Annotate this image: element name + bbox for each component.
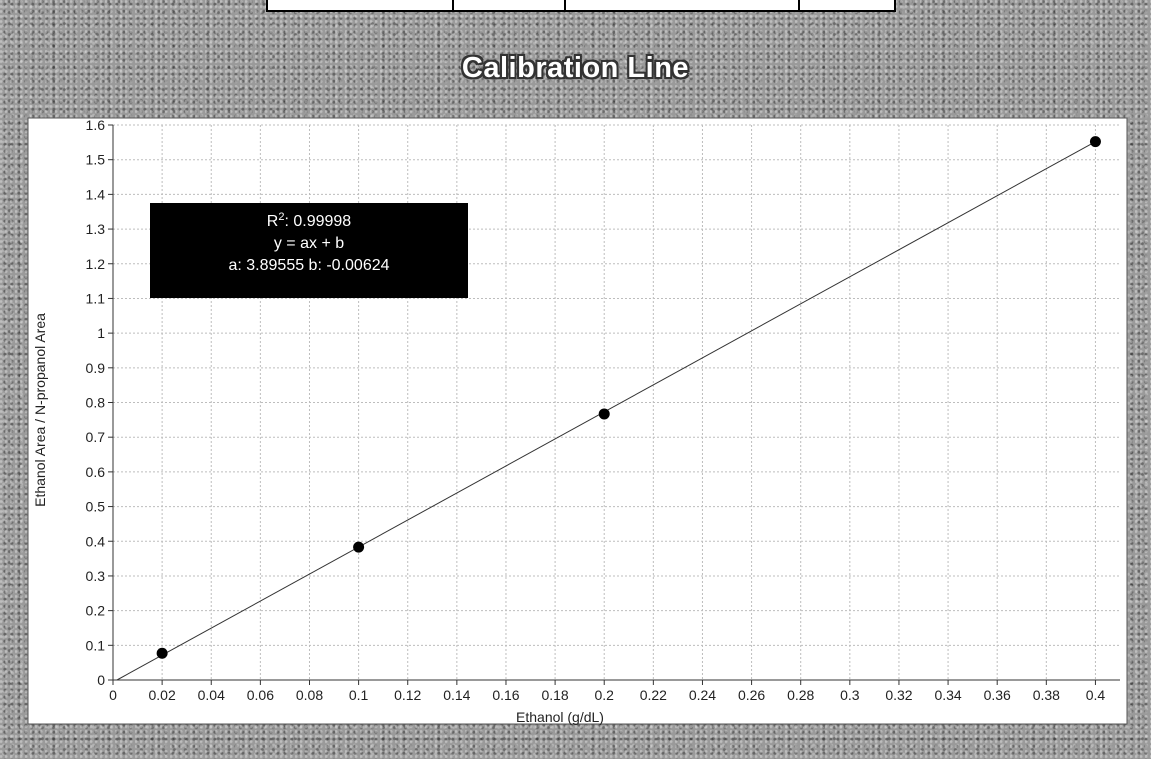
y-tick-label: 0 [97,672,105,688]
x-tick-label: 0.08 [296,687,323,703]
x-tick-label: 0.22 [640,687,667,703]
y-tick-label: 1 [97,325,105,341]
x-tick-label: 0.2 [594,687,614,703]
x-axis-label: Ethanol (g/dL) [516,709,604,725]
y-tick-label: 1.4 [86,186,106,202]
data-points [156,136,1101,659]
table-cell-divider [564,0,566,10]
y-tick-label: 0.1 [86,637,106,653]
data-point [598,408,610,420]
x-tick-label: 0.28 [787,687,814,703]
y-tick-label: 0.3 [86,568,106,584]
table-cell-divider [452,0,454,10]
r-squared-label: R2: 0.99998 [267,211,352,230]
x-tick-label: 0.16 [492,687,519,703]
regression-annotation-box [150,203,468,298]
x-tick-label: 0.02 [148,687,175,703]
y-tick-label: 0.4 [86,533,106,549]
x-tick-label: 0 [109,687,117,703]
y-tick-label: 1.3 [86,221,106,237]
y-tick-label: 0.2 [86,603,106,619]
x-tick-label: 0.1 [349,687,369,703]
x-tick-label: 0.34 [934,687,961,703]
chart-title: Calibration Line [461,52,690,84]
y-tick-label: 1.1 [86,290,106,306]
x-tick-label: 0.3 [840,687,860,703]
x-tick-label: 0.38 [1033,687,1060,703]
y-tick-label: 0.7 [86,429,106,445]
y-tick-label: 1.2 [86,256,106,272]
y-axis-label: Ethanol Area / N-propanol Area [32,313,48,507]
data-point [1089,136,1101,148]
table-cell-divider [798,0,800,10]
x-tick-label: 0.24 [689,687,716,703]
data-point [156,647,168,659]
x-tick-label: 0.32 [885,687,912,703]
equation-label: y = ax + b [274,235,344,252]
y-tick-label: 0.8 [86,395,106,411]
data-point [353,541,365,553]
x-tick-label: 0.36 [984,687,1011,703]
y-tick-label: 0.6 [86,464,106,480]
y-tick-label: 0.5 [86,499,106,515]
coefficients-label: a: 3.89555 b: -0.00624 [228,257,389,274]
x-tick-label: 0.14 [443,687,470,703]
y-tick-label: 1.6 [86,117,106,133]
x-tick-label: 0.4 [1086,687,1106,703]
y-tick-label: 1.5 [86,152,106,168]
x-tick-label: 0.18 [541,687,568,703]
x-tick-label: 0.04 [198,687,225,703]
x-tick-labels: 0 0.02 0.04 0.06 0.08 0.1 0.12 0.14 0.16 0.18 0.2 0… [109,687,1105,703]
x-tick-label: 0.26 [738,687,765,703]
y-tick-label: 0.9 [86,360,106,376]
y-tick-labels: 0 0.1 0.2 0.3 0.4 0.5 0.6 0.7 0.8 0.9 1 1.1 1.2 1.3 1.… [86,117,106,688]
x-tick-label: 0.06 [247,687,274,703]
x-tick-label: 0.12 [394,687,421,703]
axes [108,124,1120,685]
top-table-fragment [266,0,896,12]
